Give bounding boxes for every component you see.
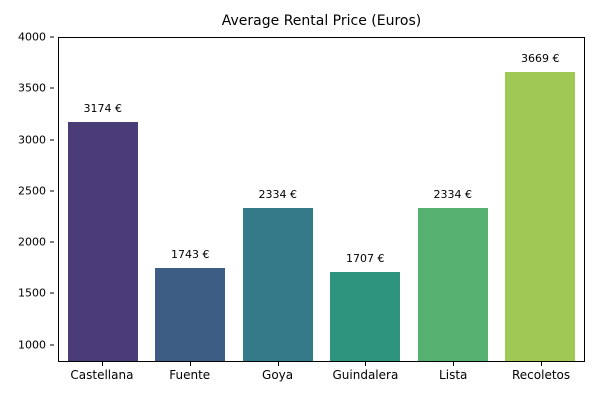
bar-slot: 2334 € bbox=[409, 38, 497, 361]
y-tick-mark bbox=[50, 241, 54, 243]
x-tick-label: Castellana bbox=[70, 368, 134, 382]
y-axis: 1000 1500 2000 2500 3000 3500 4000 bbox=[0, 31, 54, 362]
chart-title: Average Rental Price (Euros) bbox=[221, 13, 422, 29]
bar-value-label: 1743 € bbox=[171, 247, 210, 261]
bar-value-label: 2334 € bbox=[433, 187, 473, 201]
x-tick-label: Fuente bbox=[169, 368, 211, 382]
x-axis: Castellana Fuente Goya Guindalera Lista Recol… bbox=[58, 363, 585, 382]
y-tick-label: 1000 bbox=[18, 338, 46, 352]
bars-container: 3174 € 1743 € 2334 € 1707 € 2334 € 3669 € bbox=[59, 38, 584, 361]
y-tick-mark bbox=[50, 139, 54, 141]
x-tick-mark bbox=[453, 362, 455, 366]
bar-slot: 1707 € bbox=[322, 38, 410, 361]
y-tick-mark bbox=[50, 292, 54, 294]
x-tick-label: Recoletos bbox=[511, 368, 571, 382]
y-tick-label: 3000 bbox=[18, 133, 46, 147]
x-tick-mark bbox=[365, 362, 367, 366]
y-tick-label: 1500 bbox=[18, 286, 46, 300]
x-tick-mark bbox=[541, 362, 543, 366]
y-tick-label: 2500 bbox=[18, 184, 46, 198]
bar-slot: 3174 € bbox=[59, 38, 147, 361]
y-tick-mark bbox=[50, 190, 54, 192]
y-tick-label: 4000 bbox=[18, 30, 46, 44]
y-tick-label: 3500 bbox=[18, 81, 46, 95]
x-tick-mark bbox=[101, 362, 103, 366]
x-tick-label: Goya bbox=[262, 368, 294, 382]
x-tick-label: Lista bbox=[439, 368, 468, 382]
bar-fuente bbox=[155, 267, 226, 361]
bar-value-label: 3174 € bbox=[83, 102, 123, 116]
bar-slot: 3669 € bbox=[497, 38, 585, 361]
bar-slot: 1743 € bbox=[147, 38, 235, 361]
y-tick-mark bbox=[50, 344, 54, 346]
bar-value-label: 2334 € bbox=[258, 187, 298, 201]
x-tick-mark bbox=[277, 362, 279, 366]
plot-area: 3174 € 1743 € 2334 € 1707 € 2334 € 3669 € bbox=[58, 37, 585, 362]
bar-castellana bbox=[67, 122, 138, 361]
bar-slot: 2334 € bbox=[234, 38, 322, 361]
bar-guindalera bbox=[330, 271, 401, 361]
x-tick-mark bbox=[189, 362, 191, 366]
bar-lista bbox=[417, 207, 488, 361]
x-tick-label: Guindalera bbox=[332, 368, 399, 382]
bar-goya bbox=[242, 207, 313, 361]
bar-value-label: 1707 € bbox=[346, 251, 385, 265]
y-tick-mark bbox=[50, 36, 54, 38]
y-tick-mark bbox=[50, 87, 54, 89]
bar-recoletos bbox=[505, 71, 576, 361]
bar-value-label: 3669 € bbox=[521, 51, 560, 65]
y-tick-label: 2000 bbox=[18, 235, 46, 249]
